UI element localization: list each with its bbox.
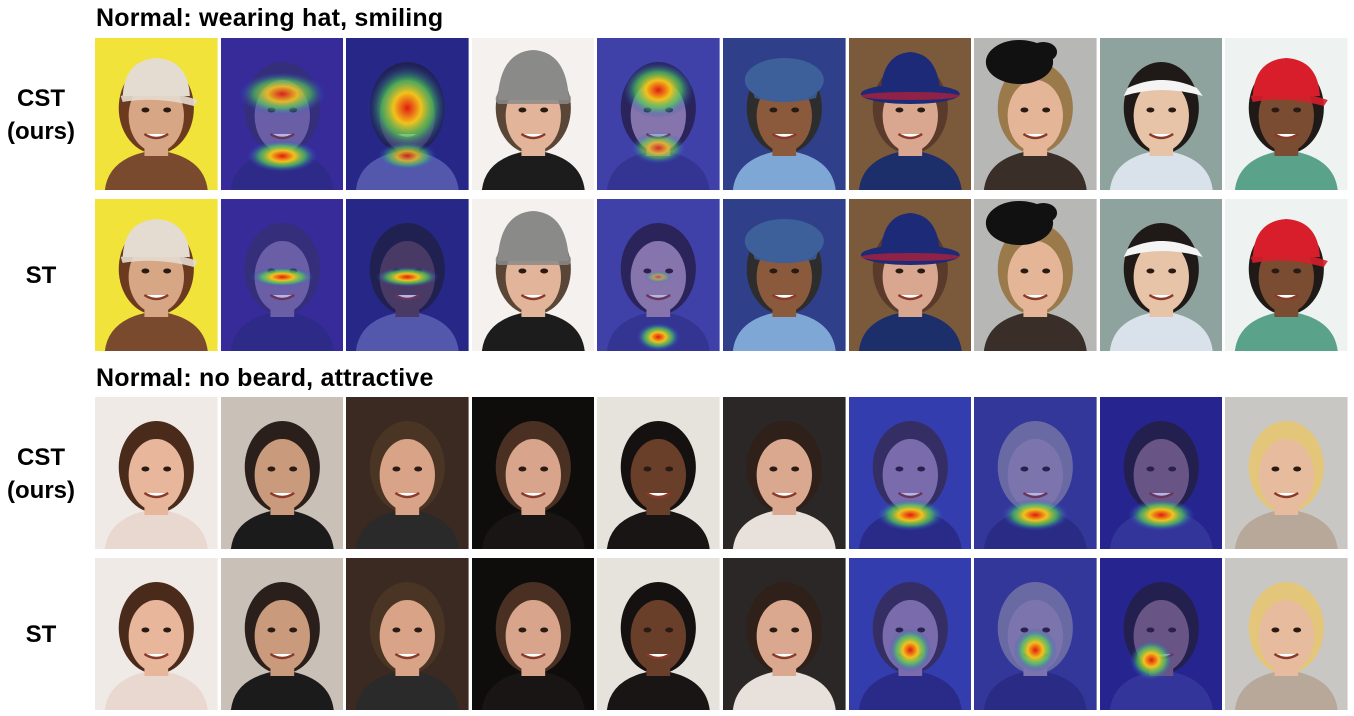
face-image <box>471 397 595 549</box>
heatmap-face-image <box>848 397 972 549</box>
face-image <box>471 38 595 190</box>
face-image <box>597 397 720 549</box>
heatmap-face-image <box>220 38 344 190</box>
row-label-st-hat: ST <box>25 262 57 289</box>
heatmap-face-image <box>974 397 1097 549</box>
face-image <box>1099 38 1223 190</box>
face-image <box>95 199 218 351</box>
heatmap-face-image <box>848 558 972 710</box>
section-title-hat-smiling: Normal: wearing hat, smiling <box>96 4 444 32</box>
row-label-st-beard: ST <box>25 621 57 648</box>
heatmap-face-image <box>597 199 720 351</box>
face-image <box>1225 38 1348 190</box>
face-image <box>1225 199 1348 351</box>
face-image <box>722 199 846 351</box>
face-image <box>220 558 344 710</box>
face-image <box>95 38 218 190</box>
face-image <box>346 558 469 710</box>
heatmap-face-image <box>346 199 469 351</box>
row-label-cst-beard: CST (ours) <box>7 444 75 504</box>
face-image <box>95 558 218 710</box>
image-row-cst-hat <box>95 38 1348 190</box>
heatmap-face-image <box>1099 397 1223 549</box>
image-row-st-hat <box>95 199 1348 351</box>
image-row-st-beard <box>95 558 1348 710</box>
face-image <box>346 397 469 549</box>
heatmap-face-image <box>1099 558 1223 710</box>
section-title-no-beard-attractive: Normal: no beard, attractive <box>96 364 434 392</box>
face-image <box>597 558 720 710</box>
face-image <box>848 199 972 351</box>
face-image <box>95 397 218 549</box>
face-image <box>974 199 1097 351</box>
face-image <box>848 38 972 190</box>
row-label-cst-hat: CST (ours) <box>7 85 75 145</box>
face-image <box>1225 397 1348 549</box>
face-image <box>471 199 595 351</box>
heatmap-face-image <box>346 38 469 190</box>
face-image <box>974 38 1097 190</box>
face-image <box>722 397 846 549</box>
face-image <box>220 397 344 549</box>
face-image <box>1225 558 1348 710</box>
heatmap-face-image <box>974 558 1097 710</box>
face-image <box>722 38 846 190</box>
face-image <box>1099 199 1223 351</box>
heatmap-face-image <box>597 38 720 190</box>
face-image <box>722 558 846 710</box>
face-image <box>471 558 595 710</box>
heatmap-face-image <box>220 199 344 351</box>
image-row-cst-beard <box>95 397 1348 549</box>
